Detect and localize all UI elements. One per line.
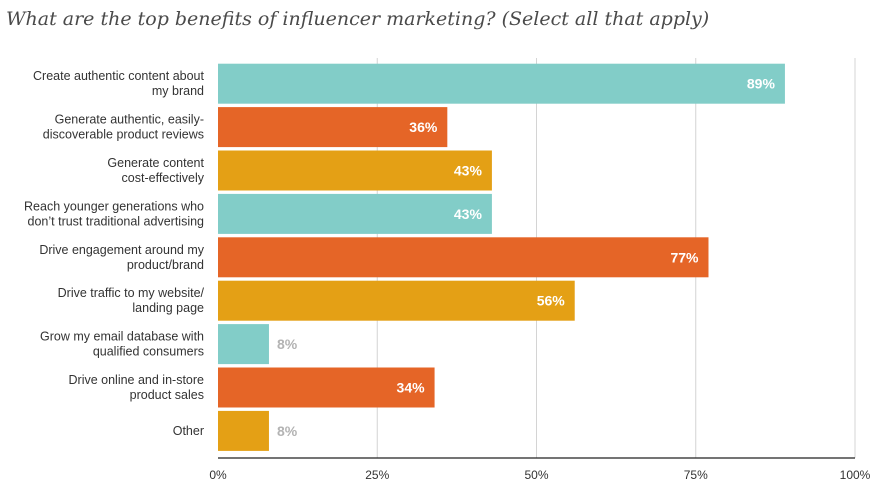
category-label-6: Grow my email database with qualified con… [40, 330, 204, 359]
category-label-7: Drive online and in-store product sales [69, 373, 205, 402]
value-label-8: 8% [277, 423, 298, 439]
bar-3 [218, 193, 492, 234]
bar-6 [218, 324, 269, 365]
category-label-0: Create authentic content about my brand [33, 69, 204, 98]
x-tick-label-0: 0% [209, 468, 227, 482]
value-label-7: 34% [397, 380, 426, 396]
value-label-4: 77% [670, 249, 699, 265]
x-tick-label-4: 100% [840, 468, 871, 482]
value-label-5: 56% [537, 293, 566, 309]
bar-2 [218, 150, 492, 191]
value-label-3: 43% [454, 206, 483, 222]
x-tick-label-1: 25% [365, 468, 389, 482]
bar-7 [218, 367, 435, 408]
chart-title: What are the top benefits of influencer … [6, 8, 710, 30]
category-label-8: Other [173, 424, 204, 438]
value-label-2: 43% [454, 163, 483, 179]
category-label-3: Reach younger generations who don’t trust… [24, 199, 204, 228]
bar-5 [218, 280, 575, 321]
category-label-2: Generate content cost-effectively [107, 156, 204, 185]
value-label-0: 89% [747, 76, 776, 92]
bar-4 [218, 237, 709, 278]
category-label-1: Generate authentic, easily-discoverable … [43, 113, 204, 142]
category-label-4: Drive engagement around my product/brand [39, 243, 204, 272]
value-label-6: 8% [277, 336, 298, 352]
bar-1 [218, 107, 448, 148]
bar-8 [218, 410, 269, 451]
x-tick-label-2: 50% [524, 468, 548, 482]
value-label-1: 36% [409, 119, 438, 135]
x-tick-label-3: 75% [684, 468, 708, 482]
category-label-5: Drive traffic to my website/landing page [58, 286, 205, 315]
bar-0 [218, 63, 785, 104]
